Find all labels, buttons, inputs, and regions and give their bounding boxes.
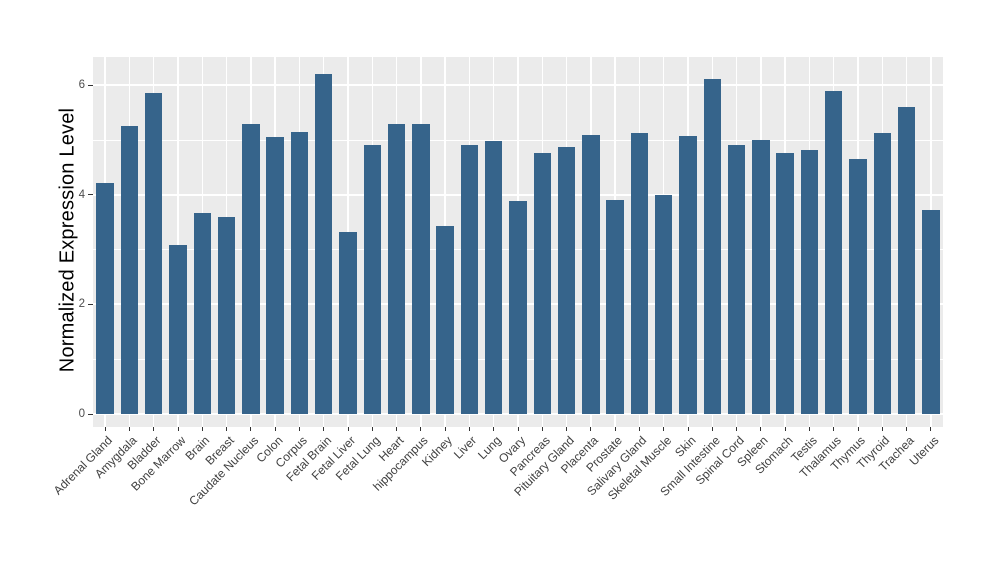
bar-breast xyxy=(217,216,236,414)
bar-uterus xyxy=(922,210,940,414)
bar-skin xyxy=(679,135,697,414)
x-tick-mark xyxy=(687,427,689,431)
bar-colon xyxy=(266,136,284,414)
bar-corpus xyxy=(290,131,309,414)
x-tick-mark xyxy=(930,427,932,431)
bar-thalamus xyxy=(824,90,843,414)
bar-spinal-cord xyxy=(727,145,746,414)
y-tick-label: 2 xyxy=(78,298,85,311)
plot-panel xyxy=(93,57,943,427)
bar-bladder xyxy=(144,93,163,414)
x-tick-mark xyxy=(493,427,495,431)
y-tick-label: 0 xyxy=(78,408,85,420)
x-tick-mark xyxy=(541,427,543,431)
x-tick-mark xyxy=(444,427,446,431)
bar-ovary xyxy=(509,201,527,414)
bar-liver xyxy=(460,144,479,414)
y-tick-label: 4 xyxy=(78,188,85,201)
vertical-gridline xyxy=(177,57,179,427)
bar-adrenal-gland xyxy=(96,183,114,414)
bar-prostate xyxy=(606,200,624,414)
x-tick-label: Liver xyxy=(451,433,480,462)
x-tick-mark xyxy=(566,427,568,431)
x-tick-mark xyxy=(614,427,616,431)
y-tick-mark xyxy=(88,303,93,305)
y-tick-mark xyxy=(88,84,93,86)
x-tick-mark xyxy=(347,427,349,431)
bar-stomach xyxy=(776,152,794,414)
x-tick-mark xyxy=(153,427,155,431)
y-axis-title: Normalized Expression Level xyxy=(56,107,79,373)
bar-fetal-liver xyxy=(339,231,357,414)
x-tick-mark xyxy=(857,427,859,431)
bar-bone-marrow xyxy=(169,245,187,414)
bar-spleen xyxy=(752,140,770,414)
bar-caudate-nucleus xyxy=(242,124,260,414)
x-tick-mark xyxy=(468,427,470,431)
y-tick-mark xyxy=(88,194,93,196)
bar-hippocampus xyxy=(412,123,430,414)
bar-pancreas xyxy=(533,153,552,414)
x-tick-mark xyxy=(663,427,665,431)
x-tick-mark xyxy=(906,427,908,431)
x-tick-mark xyxy=(274,427,276,431)
x-tick-mark xyxy=(396,427,398,431)
bar-fetal-lung xyxy=(363,144,382,414)
bar-kidney xyxy=(436,225,454,414)
x-tick-mark xyxy=(104,427,106,431)
bar-small-intestine xyxy=(703,78,722,414)
x-tick-mark xyxy=(881,427,883,431)
bar-salivary-gland xyxy=(630,132,649,414)
x-tick-mark xyxy=(128,427,130,431)
y-tick-mark xyxy=(88,413,93,415)
x-tick-mark xyxy=(226,427,228,431)
bar-brain xyxy=(193,213,212,414)
bar-heart xyxy=(387,123,406,414)
bar-thymus xyxy=(849,159,867,414)
x-tick-mark xyxy=(760,427,762,431)
x-tick-mark xyxy=(177,427,179,431)
bar-amygdala xyxy=(120,126,139,414)
x-tick-mark xyxy=(808,427,810,431)
bar-fetal-brain xyxy=(314,73,333,414)
x-tick-mark xyxy=(250,427,252,431)
x-tick-mark xyxy=(590,427,592,431)
bar-placenta xyxy=(582,134,600,414)
bar-skeletal-muscle xyxy=(654,195,673,414)
x-tick-mark xyxy=(323,427,325,431)
x-tick-mark xyxy=(711,427,713,431)
x-tick-mark xyxy=(298,427,300,431)
x-tick-mark xyxy=(420,427,422,431)
bar-testis xyxy=(800,150,819,414)
x-tick-mark xyxy=(833,427,835,431)
bar-thyroid xyxy=(873,133,892,414)
bar-lung xyxy=(484,141,503,414)
y-tick-label: 6 xyxy=(78,79,85,92)
x-tick-mark xyxy=(517,427,519,431)
x-tick-mark xyxy=(736,427,738,431)
x-tick-mark xyxy=(784,427,786,431)
x-tick-mark xyxy=(371,427,373,431)
bar-pituitary-gland xyxy=(557,146,576,414)
x-tick-mark xyxy=(201,427,203,431)
bar-trachea xyxy=(897,107,916,414)
x-tick-mark xyxy=(638,427,640,431)
